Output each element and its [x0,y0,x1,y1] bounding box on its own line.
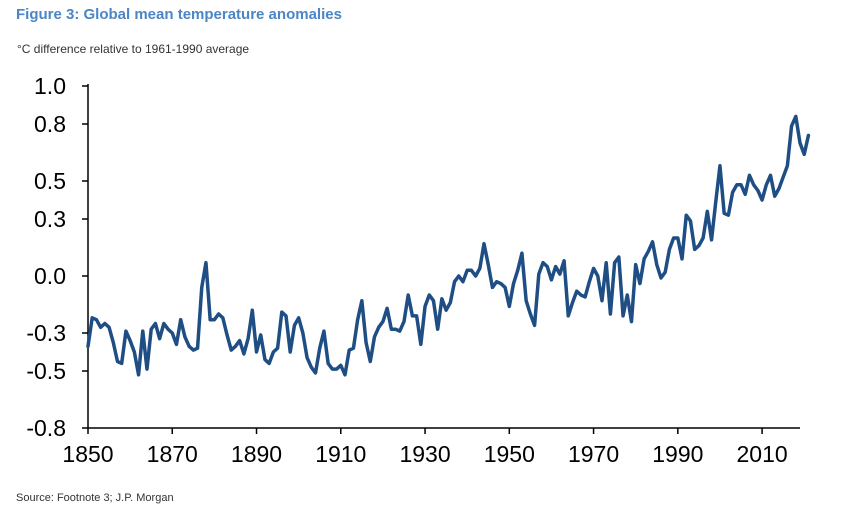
x-tick-label: 1990 [652,441,703,467]
x-axis-tick-labels: 1850 1870 1890 1910 1930 1950 1970 1990 2010 [62,441,787,467]
x-tick-label: 1950 [484,441,535,467]
y-tick-label: 0.5 [34,168,66,194]
temperature-anomaly-line [86,114,811,377]
x-tick-label: 1930 [399,441,450,467]
y-tick-label: 0.0 [34,263,66,289]
x-tick-label: 1870 [147,441,198,467]
y-tick-label: 0.3 [34,206,66,232]
source-note: Source: Footnote 3; J.P. Morgan [16,492,174,504]
y-tick-label: 1.0 [34,73,66,99]
chart-axes [82,84,800,434]
y-tick-label: 0.8 [34,111,66,137]
y-tick-label: -0.5 [26,358,66,384]
y-tick-label: -0.3 [26,320,66,346]
chart-subtitle: °C difference relative to 1961-1990 aver… [17,42,250,56]
chart-title: Figure 3: Global mean temperature anomal… [16,6,342,23]
x-tick-label: 2010 [736,441,787,467]
x-tick-label: 1850 [62,441,113,467]
y-axis-tick-labels: 1.0 0.8 0.5 0.3 0.0 -0.3 -0.5 -0.8 [26,73,66,441]
x-tick-label: 1890 [231,441,282,467]
x-tick-label: 1970 [568,441,619,467]
x-tick-label: 1910 [315,441,366,467]
y-tick-label: -0.8 [26,415,66,441]
